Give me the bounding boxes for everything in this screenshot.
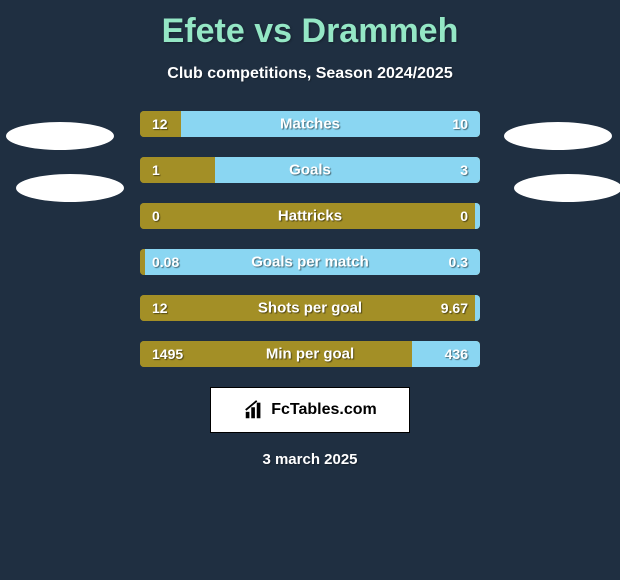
stat-label: Shots per goal (140, 300, 480, 317)
comparison-container: Efete vs Drammeh Club competitions, Seas… (0, 0, 620, 580)
footer-date: 3 march 2025 (0, 451, 620, 468)
stat-row: Matches12 10 (140, 111, 480, 137)
stat-value-left: 0.08 (152, 254, 179, 270)
stat-value-right: 10 (452, 116, 468, 132)
stat-value-left: 12 (152, 116, 168, 132)
stats-area: Matches1210Goals13Hattricks00Goals per m… (140, 111, 480, 367)
avatar (514, 174, 620, 202)
stat-value-right: 3 (460, 162, 468, 178)
stat-row: Goals1 3 (140, 157, 480, 183)
stat-row: Hattricks0 0 (140, 203, 480, 229)
stat-label: Goals per match (140, 254, 480, 271)
subtitle: Club competitions, Season 2024/2025 (0, 65, 620, 83)
stat-value-right: 436 (445, 346, 468, 362)
player-left-name: Efete (162, 12, 245, 50)
site-badge[interactable]: FcTables.com (210, 387, 410, 433)
stat-row: Min per goal1495 436 (140, 341, 480, 367)
stat-row: Shots per goal12 9.67 (140, 295, 480, 321)
stat-value-left: 1 (152, 162, 160, 178)
avatar (6, 122, 114, 150)
avatar (504, 122, 612, 150)
stat-value-left: 1495 (152, 346, 183, 362)
player-right-name: Drammeh (302, 12, 459, 50)
stat-value-right: 0.3 (449, 254, 468, 270)
stat-label: Matches (140, 116, 480, 133)
stat-row: Goals per match0.08 0.3 (140, 249, 480, 275)
stat-value-left: 0 (152, 208, 160, 224)
stat-label: Min per goal (140, 346, 480, 363)
stat-label: Goals (140, 162, 480, 179)
stat-value-right: 9.67 (441, 300, 468, 316)
stat-value-right: 0 (460, 208, 468, 224)
page-title: Efete vs Drammeh (0, 0, 620, 51)
site-name: FcTables.com (271, 401, 377, 419)
bar-chart-icon (243, 399, 265, 421)
vs-separator: vs (254, 12, 292, 50)
stat-value-left: 12 (152, 300, 168, 316)
stat-label: Hattricks (140, 208, 480, 225)
avatar (16, 174, 124, 202)
